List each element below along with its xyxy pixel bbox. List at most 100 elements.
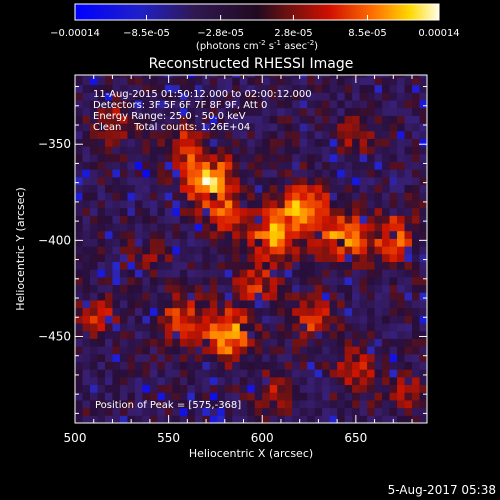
heatmap-cell — [352, 230, 361, 239]
heatmap-cell — [322, 269, 331, 278]
heatmap-cell — [247, 338, 256, 347]
heatmap-cell — [172, 361, 181, 370]
heatmap-cell — [344, 161, 353, 170]
heatmap-cell — [127, 84, 136, 93]
heatmap-cell — [247, 84, 256, 93]
heatmap-cell — [239, 338, 248, 347]
heatmap-cell — [299, 284, 308, 293]
heatmap-cell — [367, 130, 376, 139]
heatmap-cell — [164, 130, 173, 139]
heatmap-cell — [382, 223, 391, 232]
heatmap-cell — [194, 323, 203, 332]
heatmap-cell — [164, 207, 173, 216]
heatmap-cell — [247, 176, 256, 186]
heatmap-cell — [359, 184, 368, 193]
heatmap-cell — [352, 346, 361, 355]
heatmap-cell — [232, 299, 241, 309]
heatmap-cell — [307, 246, 316, 255]
heatmap-cell — [344, 230, 353, 239]
heatmap-cell — [97, 407, 106, 416]
heatmap-cell — [329, 376, 338, 386]
heatmap-cell — [187, 76, 196, 86]
heatmap-cell — [194, 99, 203, 109]
heatmap-cell — [112, 407, 121, 416]
heatmap-cell — [352, 92, 361, 101]
heatmap-cell — [82, 253, 91, 262]
heatmap-cell — [119, 384, 128, 393]
heatmap-cell — [239, 107, 248, 116]
heatmap-cell — [337, 238, 346, 247]
heatmap-cell — [292, 161, 301, 170]
annotation-clean: Clean Total counts: 1.26E+04 — [93, 122, 250, 133]
heatmap-cell — [164, 107, 173, 116]
heatmap-cell — [134, 223, 143, 232]
heatmap-cell — [119, 338, 128, 347]
heatmap-cell — [179, 138, 188, 147]
heatmap-cell — [277, 407, 286, 416]
heatmap-cell — [299, 238, 308, 247]
heatmap-cell — [307, 107, 316, 116]
heatmap-cell — [112, 199, 121, 209]
heatmap-cell — [82, 392, 91, 401]
heatmap-cell — [322, 107, 331, 116]
heatmap-cell — [224, 169, 233, 178]
heatmap-cell — [359, 76, 368, 86]
heatmap-cell — [329, 315, 338, 324]
heatmap-cell — [82, 399, 91, 409]
heatmap-cell — [254, 276, 263, 286]
heatmap-cell — [389, 123, 398, 132]
heatmap-cell — [172, 369, 181, 378]
heatmap-cell — [239, 130, 248, 139]
heatmap-cell — [179, 238, 188, 247]
heatmap-cell — [157, 276, 166, 286]
heatmap-cell — [382, 338, 391, 347]
heatmap-cell — [82, 184, 91, 193]
heatmap-cell — [119, 192, 128, 201]
heatmap-cell — [269, 192, 278, 201]
heatmap-cell — [194, 338, 203, 347]
heatmap-cell — [224, 353, 233, 362]
heatmap-cell — [299, 161, 308, 170]
heatmap-cell — [134, 338, 143, 347]
heatmap-cell — [314, 384, 323, 393]
heatmap-cell — [277, 399, 286, 409]
heatmap-cell — [254, 261, 263, 270]
heatmap-cell — [179, 199, 188, 209]
heatmap-cell — [224, 253, 233, 262]
heatmap-cell — [382, 415, 391, 423]
heatmap-cell — [359, 399, 368, 409]
heatmap-cell — [194, 153, 203, 163]
heatmap-cell — [337, 384, 346, 393]
heatmap-cell — [157, 130, 166, 139]
heatmap-cell — [202, 230, 211, 239]
heatmap-cell — [269, 384, 278, 393]
heatmap-cell — [262, 123, 271, 132]
y-axis-label: Heliocentric Y (arcsec) — [14, 187, 27, 311]
heatmap-cell — [172, 223, 181, 232]
heatmap-cell — [209, 192, 218, 201]
heatmap-cell — [404, 323, 413, 332]
heatmap-cell — [127, 361, 136, 370]
heatmap-cell — [209, 307, 218, 316]
heatmap-cell — [104, 192, 113, 201]
heatmap-cell — [202, 361, 211, 370]
heatmap-cell — [127, 130, 136, 139]
heatmap-cell — [284, 346, 293, 355]
heatmap-cell — [419, 361, 427, 370]
heatmap-cell — [187, 384, 196, 393]
heatmap-cell — [239, 246, 248, 255]
heatmap-cell — [299, 138, 308, 147]
heatmap-cell — [179, 399, 188, 409]
heatmap-cell — [202, 223, 211, 232]
heatmap-cell — [329, 92, 338, 101]
heatmap-cell — [419, 107, 427, 116]
heatmap-cell — [299, 153, 308, 163]
heatmap-cell — [119, 169, 128, 178]
heatmap-cell — [217, 184, 226, 193]
heatmap-cell — [209, 315, 218, 324]
heatmap-cell — [307, 192, 316, 201]
heatmap-cell — [284, 323, 293, 332]
heatmap-cell — [202, 138, 211, 147]
heatmap-cell — [202, 199, 211, 209]
heatmap-cell — [224, 407, 233, 416]
